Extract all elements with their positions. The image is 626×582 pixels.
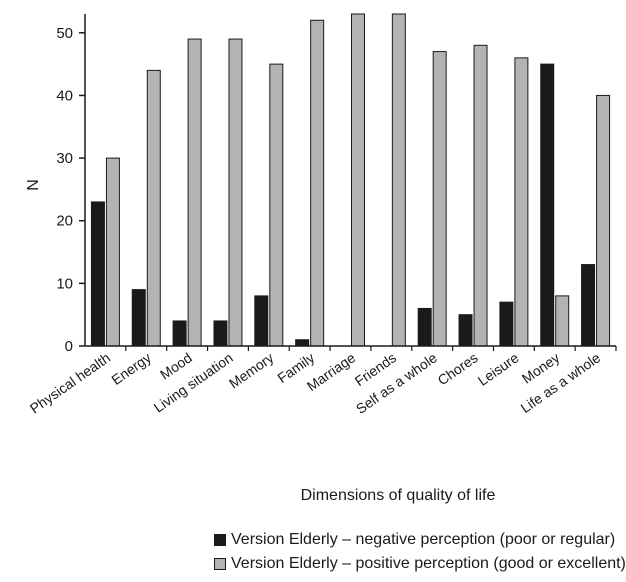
bar-negative <box>131 289 146 347</box>
bar-negative <box>417 307 432 347</box>
bar-positive <box>391 13 406 347</box>
x-category-label: Leisure <box>475 349 522 389</box>
y-tick-label: 20 <box>56 213 73 230</box>
bar-negative <box>295 339 310 347</box>
legend-label-negative: Version Elderly – negative perception (p… <box>231 531 616 548</box>
bar-positive <box>105 157 120 347</box>
legend-swatch-positive <box>214 558 226 570</box>
y-tick-label: 50 <box>56 25 73 42</box>
bar-negative <box>581 264 596 347</box>
legend-label-positive: Version Elderly – positive perception (g… <box>231 555 626 572</box>
bar-negative <box>499 301 514 347</box>
legend-item-positive: Version Elderly – positive perception (g… <box>214 552 626 576</box>
bar-negative <box>172 320 187 347</box>
y-tick-label: 40 <box>56 87 73 104</box>
bars-layer <box>90 13 611 347</box>
y-tick-label: 30 <box>56 150 73 167</box>
bar-negative <box>90 201 105 347</box>
bar-positive <box>514 57 529 347</box>
bar-positive <box>228 38 243 347</box>
bar-positive <box>555 295 570 347</box>
y-tick-label: 10 <box>56 275 73 292</box>
bar-positive <box>187 38 202 347</box>
bar-positive <box>310 19 325 347</box>
x-category-label: Energy <box>108 349 154 388</box>
x-category-label: Living situation <box>151 349 236 415</box>
bar-positive <box>146 69 161 347</box>
bar-positive <box>351 13 365 347</box>
x-category-label: Memory <box>226 349 277 391</box>
bar-negative <box>458 314 473 347</box>
bar-negative <box>213 320 228 347</box>
bar-positive <box>596 94 611 347</box>
y-axis-title: N <box>25 179 42 191</box>
legend: Version Elderly – negative perception (p… <box>214 528 626 576</box>
y-tick-label: 0 <box>65 338 73 355</box>
legend-swatch-negative <box>214 534 226 546</box>
bar-positive <box>473 44 488 347</box>
y-ticks: 0 10 20 30 40 50 <box>56 25 85 355</box>
x-category-label: Physical health <box>27 349 113 416</box>
x-category-label: Chores <box>435 349 481 388</box>
bar-negative <box>540 63 555 347</box>
bar-negative <box>254 295 269 347</box>
x-axis-title: Dimensions of quality of life <box>301 487 496 504</box>
bar-positive <box>432 51 447 347</box>
bar-positive <box>269 63 284 347</box>
legend-item-negative: Version Elderly – negative perception (p… <box>214 528 626 552</box>
